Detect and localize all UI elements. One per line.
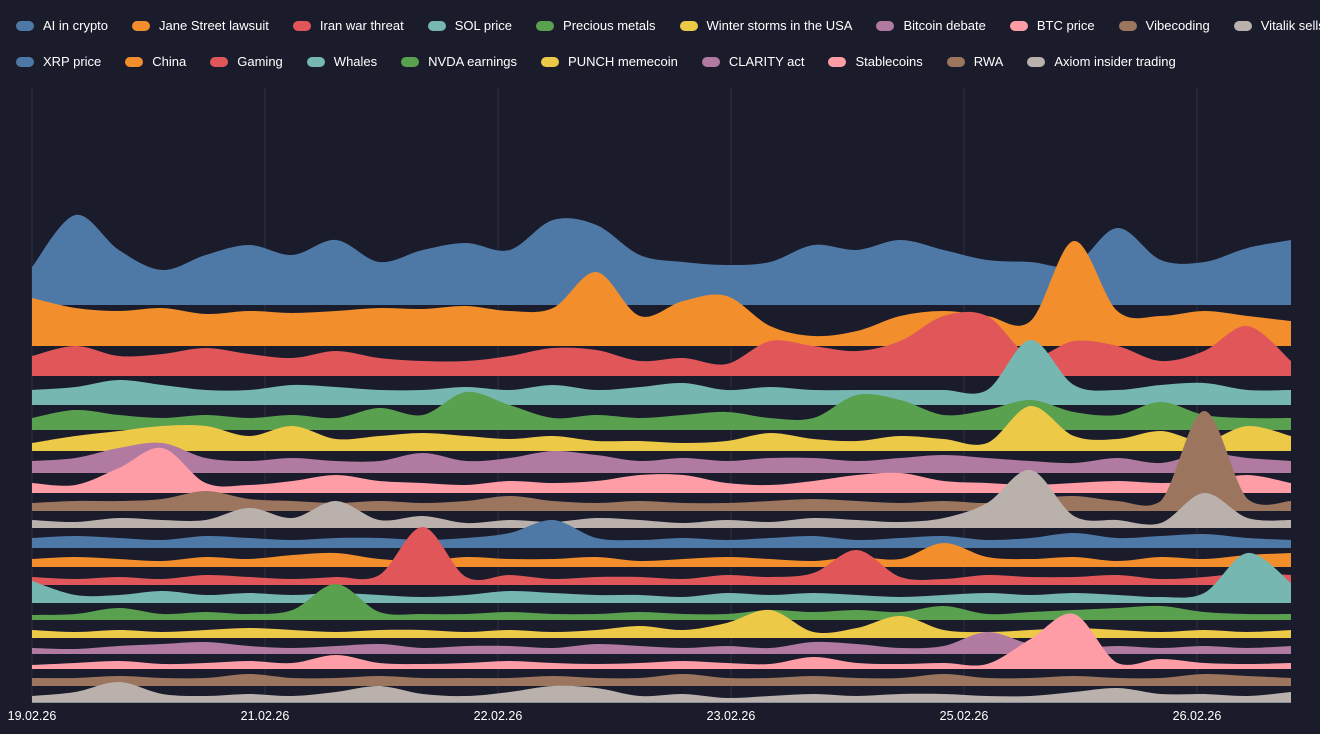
legend-swatch bbox=[1118, 20, 1137, 31]
legend-swatch bbox=[306, 56, 325, 67]
legend-item[interactable]: Gaming bbox=[210, 54, 283, 69]
x-tick-label: 25.02.26 bbox=[940, 709, 989, 723]
legend-label: Gaming bbox=[237, 54, 283, 69]
legend-label: XRP price bbox=[43, 54, 102, 69]
ridge-iran-war-threat bbox=[32, 311, 1291, 376]
legend-swatch bbox=[679, 20, 698, 31]
legend-item[interactable]: Axiom insider trading bbox=[1027, 54, 1176, 69]
legend-label: AI in crypto bbox=[43, 18, 109, 33]
x-tick-label: 21.02.26 bbox=[241, 709, 290, 723]
ridge-china bbox=[32, 542, 1291, 567]
legend-swatch bbox=[1027, 56, 1046, 67]
legend-item[interactable]: CLARITY act bbox=[701, 54, 805, 69]
legend-item[interactable]: Bitcoin debate bbox=[876, 18, 986, 33]
ridge-winter-storms-in-the-usa bbox=[32, 405, 1291, 451]
ridge-vibecoding bbox=[32, 410, 1291, 511]
legend-swatch bbox=[132, 20, 151, 31]
legend-label: Vibecoding bbox=[1145, 18, 1210, 33]
legend-item[interactable]: Iran war threat bbox=[292, 18, 404, 33]
legend-swatch bbox=[541, 56, 560, 67]
legend-row-1: AI in crypto Jane Street lawsuit Iran war … bbox=[16, 18, 1320, 33]
legend-swatch bbox=[946, 56, 965, 67]
x-tick-label: 19.02.26 bbox=[8, 709, 57, 723]
legend-item[interactable]: Stablecoins bbox=[828, 54, 923, 69]
legend-label: NVDA earnings bbox=[428, 54, 518, 69]
ridge-sol-price bbox=[32, 339, 1291, 405]
legend-swatch bbox=[427, 20, 446, 31]
legend-item[interactable]: Vibecoding bbox=[1118, 18, 1210, 33]
legend-label: Axiom insider trading bbox=[1054, 54, 1176, 69]
legend-item[interactable]: PUNCH memecoin bbox=[541, 54, 678, 69]
legend-label: SOL price bbox=[454, 18, 513, 33]
ridge-nvda-earnings bbox=[32, 583, 1291, 620]
legend-swatch bbox=[876, 20, 895, 31]
ridge-rwa bbox=[32, 673, 1291, 686]
legend-swatch bbox=[292, 20, 311, 31]
legend-label: Precious metals bbox=[563, 18, 656, 33]
ridge-btc-price bbox=[32, 447, 1291, 493]
legend-label: Bitcoin debate bbox=[903, 18, 986, 33]
legend-swatch bbox=[210, 56, 229, 67]
ridge-gaming bbox=[32, 526, 1291, 585]
legend-swatch bbox=[125, 56, 144, 67]
legend-swatch bbox=[701, 56, 720, 67]
ridge-stablecoins bbox=[32, 613, 1291, 669]
legend-item[interactable]: Vitalik sells ETH bbox=[1233, 18, 1320, 33]
legend-item[interactable]: Whales bbox=[306, 54, 378, 69]
legend-label: RWA bbox=[973, 54, 1004, 69]
ridge-xrp-price bbox=[32, 519, 1291, 548]
legend-item[interactable]: NVDA earnings bbox=[401, 54, 517, 69]
legend-swatch bbox=[16, 56, 34, 67]
legend-swatch bbox=[16, 20, 34, 31]
ridge-punch-memecoin bbox=[32, 609, 1291, 638]
legend-swatch bbox=[401, 56, 420, 67]
x-tick-label: 22.02.26 bbox=[474, 709, 523, 723]
legend-item[interactable]: Jane Street lawsuit bbox=[132, 18, 269, 33]
legend-label: Winter storms in the USA bbox=[706, 18, 853, 33]
legend-label: BTC price bbox=[1036, 18, 1095, 33]
legend-swatch bbox=[828, 56, 847, 67]
legend-swatch bbox=[536, 20, 555, 31]
ridge-ai-in-crypto bbox=[32, 214, 1291, 305]
legend-label: Vitalik sells ETH bbox=[1260, 18, 1320, 33]
x-tick-label: 23.02.26 bbox=[707, 709, 756, 723]
legend-item[interactable]: SOL price bbox=[427, 18, 513, 33]
legend-item[interactable]: RWA bbox=[946, 54, 1004, 69]
ridge-vitalik-sells-eth bbox=[32, 469, 1291, 528]
x-tick-label: 26.02.26 bbox=[1173, 709, 1222, 723]
legend-item[interactable]: Precious metals bbox=[536, 18, 656, 33]
ridge-axiom-insider-trading bbox=[32, 681, 1291, 702]
legend-item[interactable]: Winter storms in the USA bbox=[679, 18, 853, 33]
legend-swatch bbox=[1009, 20, 1028, 31]
ridge-bitcoin-debate bbox=[32, 442, 1291, 473]
legend-label: Whales bbox=[333, 54, 378, 69]
legend-item[interactable]: XRP price bbox=[16, 54, 101, 69]
legend-label: PUNCH memecoin bbox=[568, 54, 678, 69]
legend-label: Stablecoins bbox=[855, 54, 923, 69]
legend-item[interactable]: AI in crypto bbox=[16, 18, 108, 33]
legend-row-2: XRP price China Gaming Whales NVDA earnings P… bbox=[16, 54, 1200, 69]
legend-label: China bbox=[152, 54, 187, 69]
legend-swatch bbox=[1233, 20, 1252, 31]
ridge-whales bbox=[32, 552, 1291, 603]
legend-item[interactable]: BTC price bbox=[1009, 18, 1095, 33]
ridge-clarity-act bbox=[32, 631, 1291, 654]
legend-item[interactable]: China bbox=[125, 54, 186, 69]
legend-label: CLARITY act bbox=[728, 54, 805, 69]
legend-label: Iran war threat bbox=[319, 18, 404, 33]
legend-label: Jane Street lawsuit bbox=[159, 18, 269, 33]
ridge-precious-metals bbox=[32, 391, 1291, 430]
